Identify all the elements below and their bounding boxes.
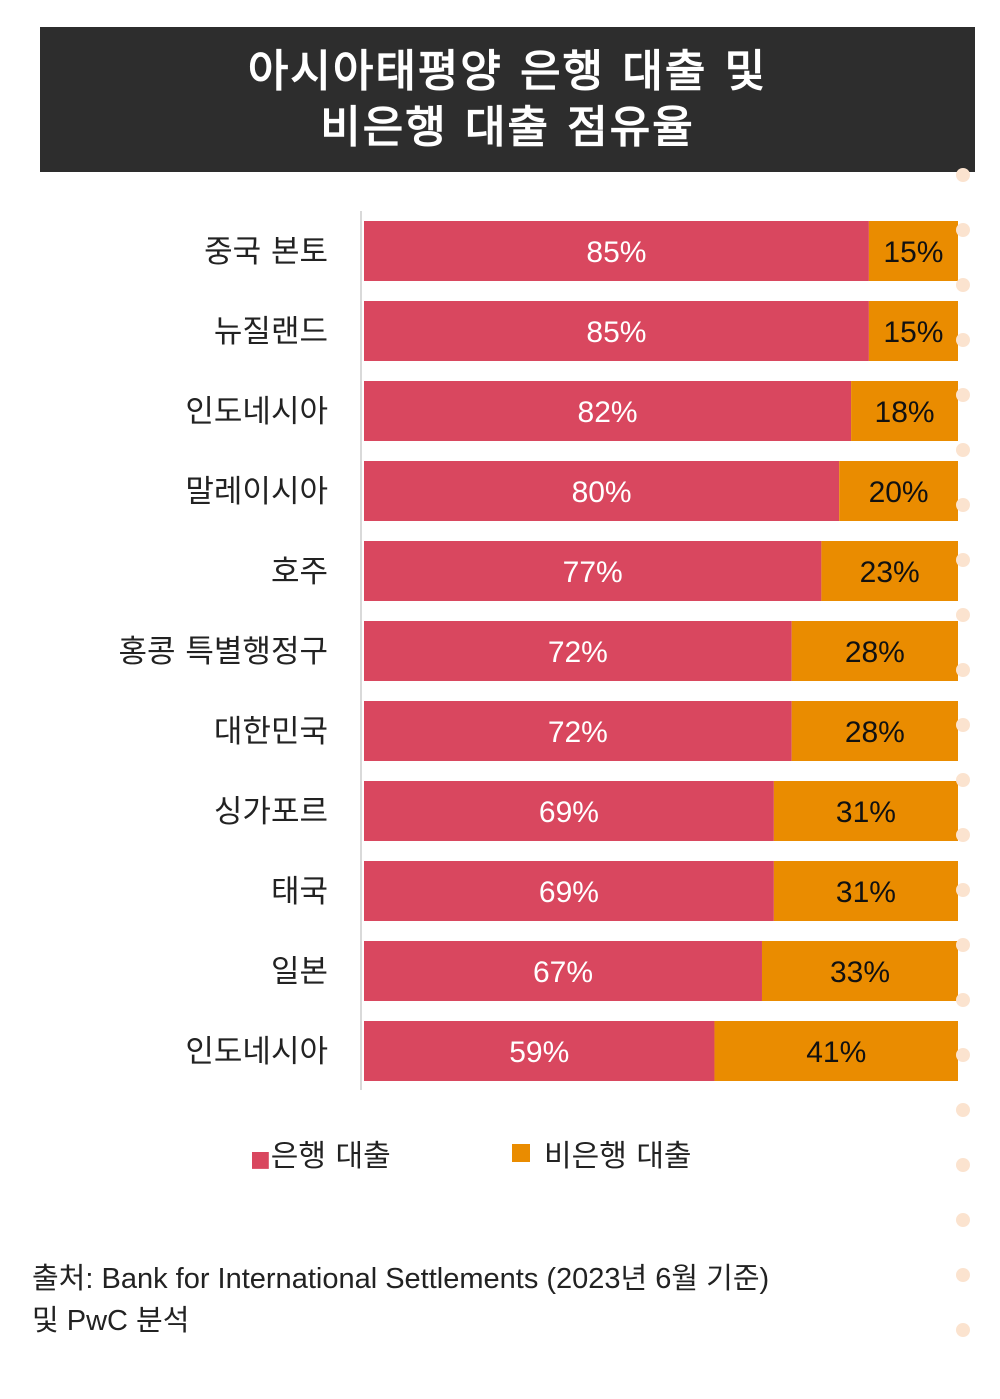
decorative-dot (956, 553, 970, 567)
decorative-dot (956, 223, 970, 237)
bar-bank-loan (364, 541, 822, 601)
data-label-bank: 69% (539, 876, 599, 909)
category-label: 싱가포르 (214, 794, 328, 830)
decorative-dot-column (956, 168, 970, 1348)
bar-bank-loan (364, 621, 792, 681)
category-label: 인도네시아 (185, 1034, 328, 1070)
category-label: 말레이시아 (185, 474, 328, 510)
decorative-dot (956, 883, 970, 897)
bar-bank-loan (364, 781, 774, 841)
legend-item-bank: ■은행 대출 (250, 1131, 391, 1175)
data-label-bank: 67% (533, 956, 593, 989)
decorative-dot (956, 938, 970, 952)
bar-bank-loan (364, 861, 774, 921)
data-label-bank: 72% (548, 636, 608, 669)
bar-nonbank-loan (773, 781, 958, 841)
decorative-dot (956, 608, 970, 622)
legend-label-nonbank: 비은행 대출 (544, 1139, 692, 1174)
category-label: 뉴질랜드 (214, 314, 328, 350)
chart-title-line1: 아시아태평양 은행 대출 및 (247, 45, 768, 97)
data-label-bank: 85% (586, 316, 646, 349)
bar-bank-loan (364, 381, 852, 441)
decorative-dot (956, 388, 970, 402)
bar-nonbank-loan (791, 701, 958, 761)
decorative-dot (956, 1268, 970, 1282)
bar-nonbank-loan (791, 621, 958, 681)
bar-bank-loan (364, 221, 869, 281)
data-label-bank: 72% (548, 716, 608, 749)
data-label-bank: 80% (572, 476, 632, 509)
decorative-dot (956, 498, 970, 512)
data-label-bank: 69% (539, 796, 599, 829)
decorative-dot (956, 663, 970, 677)
decorative-dot (956, 1048, 970, 1062)
data-label-nonbank: 33% (830, 956, 890, 989)
bar-bank-loan (364, 701, 792, 761)
decorative-dot (956, 993, 970, 1007)
data-label-nonbank: 28% (845, 636, 905, 669)
data-label-nonbank: 28% (845, 716, 905, 749)
chart-title-line2: 비은행 대출 점유율 (320, 101, 695, 153)
legend-item-nonbank: 비은행 대출 (512, 1133, 692, 1174)
source-line1: 출처: Bank for International Settlements (… (32, 1263, 770, 1295)
decorative-dot (956, 1213, 970, 1227)
bar-nonbank-loan (821, 541, 958, 601)
bar-nonbank-loan (868, 301, 958, 361)
bar-nonbank-loan (868, 221, 958, 281)
data-label-nonbank: 20% (869, 476, 929, 509)
category-label: 호주 (271, 554, 328, 590)
decorative-dot (956, 333, 970, 347)
decorative-dot (956, 443, 970, 457)
bar-nonbank-loan (839, 461, 958, 521)
decorative-dot (956, 1323, 970, 1337)
data-label-nonbank: 18% (875, 396, 935, 429)
source-note: 출처: Bank for International Settlements (… (32, 1258, 952, 1342)
decorative-dot (956, 828, 970, 842)
bar-nonbank-loan (773, 861, 958, 921)
legend-text-bank: 은행 대출 (270, 1139, 391, 1174)
data-label-nonbank: 31% (836, 876, 896, 909)
bar-bank-loan (364, 301, 869, 361)
bar-nonbank-loan (851, 381, 958, 441)
data-label-nonbank: 15% (883, 316, 943, 349)
bar-bank-loan (364, 461, 840, 521)
category-label: 대한민국 (214, 714, 328, 750)
decorative-dot (956, 1103, 970, 1117)
decorative-dot (956, 718, 970, 732)
category-label: 인도네시아 (185, 394, 328, 430)
data-label-nonbank: 23% (860, 556, 920, 589)
source-line2: 및 PwC 분석 (32, 1305, 190, 1337)
bar-bank-loan (364, 1021, 715, 1081)
decorative-dot (956, 278, 970, 292)
bar-bank-loan (364, 941, 762, 1001)
data-label-bank: 85% (586, 236, 646, 269)
decorative-dot (956, 1158, 970, 1172)
category-label: 일본 (271, 954, 328, 990)
data-label-nonbank: 41% (806, 1036, 866, 1069)
legend-swatch-bank: ■ (250, 1147, 271, 1172)
category-label: 태국 (271, 874, 328, 910)
category-label: 중국 본토 (204, 234, 328, 270)
decorative-dot (956, 168, 970, 182)
legend-swatch-nonbank (512, 1144, 530, 1162)
data-label-bank: 77% (563, 556, 623, 589)
category-label: 홍콩 특별행정구 (119, 634, 329, 670)
bar-nonbank-loan (761, 941, 958, 1001)
legend-label-bank: ■은행 대출 (250, 1131, 391, 1175)
bar-nonbank-loan (714, 1021, 958, 1081)
chart-title: 아시아태평양 은행 대출 및 비은행 대출 점유율 (40, 27, 975, 172)
data-label-bank: 82% (578, 396, 638, 429)
data-label-nonbank: 31% (836, 796, 896, 829)
data-label-nonbank: 15% (883, 236, 943, 269)
data-label-bank: 59% (509, 1036, 569, 1069)
decorative-dot (956, 773, 970, 787)
